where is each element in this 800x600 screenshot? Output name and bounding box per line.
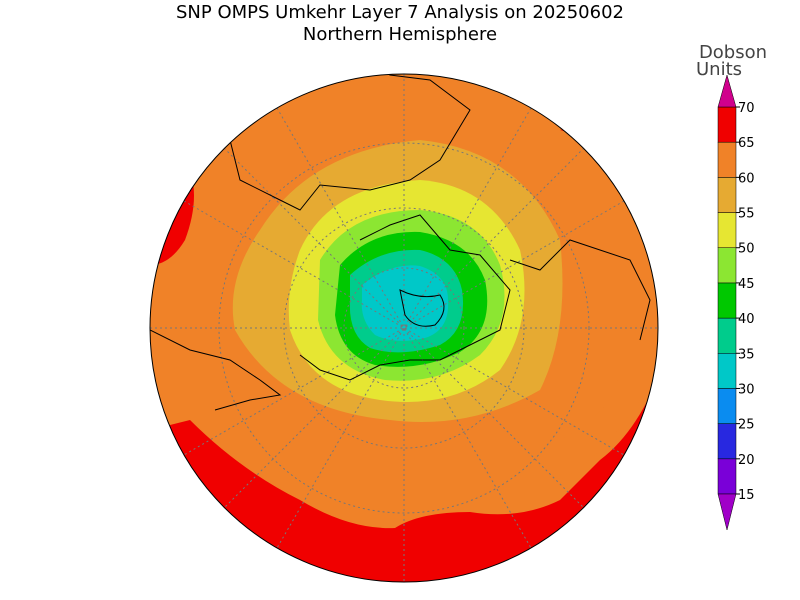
color-segment (717, 317, 737, 354)
contour-cyan (361, 265, 449, 341)
colorbar-tick-label: 15 (738, 488, 755, 503)
polar-map (150, 74, 658, 582)
colorbar-tick-label: 70 (738, 101, 755, 116)
map-subtitle: Northern Hemisphere (303, 24, 497, 45)
colorbar-tick-label: 55 (738, 207, 755, 222)
color-segment (717, 353, 737, 389)
color-segment (717, 247, 737, 284)
color-segment (717, 423, 737, 460)
colorbar-label: Dobson (699, 42, 767, 63)
colorbar-tick-label: 45 (738, 277, 755, 292)
over-triangle (717, 74, 737, 108)
color-segment (717, 141, 737, 178)
map-title: SNP OMPS Umkehr Layer 7 Analysis on 2025… (176, 2, 624, 23)
graticule (150, 74, 658, 582)
color-segment (717, 388, 737, 424)
colorbar-tick-label: 50 (738, 242, 755, 257)
colorbar-label: Units (696, 59, 742, 80)
color-segment (717, 212, 737, 248)
color-segment (717, 177, 737, 213)
color-segment (717, 106, 737, 143)
colorbar-tick-label: 25 (738, 418, 755, 433)
colorbar-tick-label: 35 (738, 347, 755, 362)
coastlines (150, 74, 651, 411)
colorbar-tick-label: 40 (738, 312, 755, 327)
colorbar-tick-label: 20 (738, 453, 755, 468)
color-segment (717, 282, 737, 319)
colorbar-tick-label: 60 (738, 171, 755, 186)
colorbar-tick-label: 65 (738, 136, 755, 151)
colorbar-tick-label: 30 (738, 382, 755, 397)
under-triangle (717, 493, 737, 531)
colorbar: Dobson Units 15 20 25 30 35 40 45 50 55 60 65 70 (696, 42, 767, 531)
color-segment (717, 458, 737, 495)
map-border (149, 73, 659, 583)
